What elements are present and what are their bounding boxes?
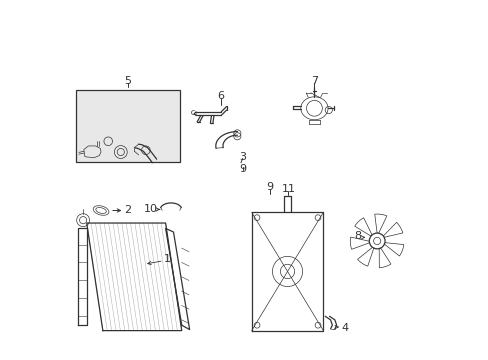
Polygon shape bbox=[354, 218, 371, 236]
Polygon shape bbox=[349, 237, 369, 249]
Text: 9: 9 bbox=[239, 164, 246, 174]
Bar bbox=[76, 90, 180, 162]
Text: 6: 6 bbox=[217, 91, 224, 101]
Text: 10: 10 bbox=[144, 204, 158, 215]
Circle shape bbox=[368, 233, 384, 249]
Text: 1: 1 bbox=[163, 254, 170, 264]
Text: 11: 11 bbox=[282, 184, 296, 194]
Polygon shape bbox=[357, 247, 373, 266]
Text: 9: 9 bbox=[265, 182, 273, 192]
Text: 8: 8 bbox=[353, 231, 360, 240]
Text: 4: 4 bbox=[341, 323, 348, 333]
Polygon shape bbox=[384, 243, 403, 256]
Polygon shape bbox=[378, 248, 390, 268]
Text: 7: 7 bbox=[310, 76, 317, 86]
Text: 5: 5 bbox=[124, 76, 131, 86]
Text: 2: 2 bbox=[124, 206, 131, 216]
Polygon shape bbox=[374, 214, 386, 233]
Polygon shape bbox=[383, 222, 402, 237]
Text: 3: 3 bbox=[239, 152, 245, 162]
